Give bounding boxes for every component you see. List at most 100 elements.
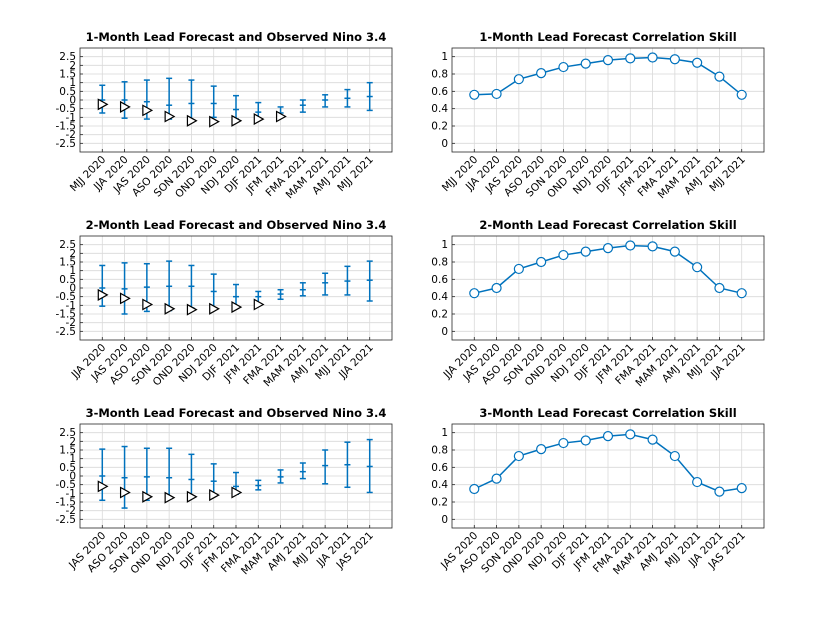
forecast-errorbar <box>99 264 106 307</box>
skill-point <box>491 88 502 100</box>
chart-panel-1: 1-Month Lead Forecast and Observed Nino … <box>56 30 393 201</box>
skill-point <box>625 240 636 251</box>
forecast-errorbar <box>366 260 373 302</box>
forecast-errorbar <box>255 479 262 491</box>
forecast-errorbar <box>344 88 351 108</box>
axes-frame <box>79 423 393 529</box>
y-tick-label: -2.5 <box>56 514 77 526</box>
skill-point <box>513 450 524 462</box>
forecast-errorbar <box>121 81 128 119</box>
skill-point <box>647 241 658 252</box>
y-tick-label: 1 <box>441 51 448 63</box>
chart-panel-5: 3-Month Lead Forecast and Observed Nino … <box>56 406 393 577</box>
forecast-errorbar <box>277 469 284 484</box>
skill-point <box>647 52 658 63</box>
y-tick-label: 0.8 <box>431 257 448 269</box>
observed-marker <box>97 98 109 111</box>
y-tick-label: 1 <box>441 427 448 439</box>
y-tick-label: 0.5 <box>59 274 76 286</box>
y-tick-label: 0.6 <box>431 86 448 98</box>
observed-marker <box>186 490 198 503</box>
chart-panel-6: 3-Month Lead Forecast Correlation Skill 0… <box>431 406 765 577</box>
forecast-errorbar <box>210 85 217 119</box>
skill-point <box>669 450 680 462</box>
skill-point <box>580 435 591 446</box>
skill-point <box>558 61 569 73</box>
skill-point <box>602 243 614 254</box>
y-tick-label: 0.5 <box>59 86 76 98</box>
observed-marker <box>186 303 198 316</box>
chart-panel-4: 2-Month Lead Forecast Correlation Skill 0… <box>431 218 765 389</box>
y-tick-label: 2.5 <box>59 51 76 63</box>
skill-point <box>692 262 703 273</box>
skill-point <box>536 444 547 455</box>
y-tick-label: -1 <box>66 488 76 500</box>
forecast-errorbar <box>277 288 284 301</box>
y-tick-label: 1 <box>441 239 448 251</box>
skill-point <box>602 55 614 66</box>
y-tick-label: 0 <box>441 326 448 338</box>
forecast-errorbar <box>299 462 306 480</box>
axes-frame <box>451 47 765 153</box>
axes-frame <box>451 423 765 529</box>
observed-marker <box>97 480 109 493</box>
y-tick-label: 0 <box>69 95 76 107</box>
forecast-errorbar <box>121 262 128 315</box>
y-tick-label: 0.4 <box>431 479 448 491</box>
y-tick-label: 0.6 <box>431 462 448 474</box>
observed-marker <box>142 490 154 503</box>
y-tick-label: -1 <box>66 300 76 312</box>
y-tick-label: 0 <box>441 138 448 150</box>
y-tick-label: 0.2 <box>431 121 448 133</box>
y-tick-label: 1 <box>69 265 76 277</box>
skill-point <box>714 486 725 497</box>
y-tick-label: -2 <box>66 317 76 329</box>
skill-point <box>669 54 680 65</box>
forecast-errorbar <box>344 265 351 296</box>
observed-marker <box>231 486 243 499</box>
observed-marker <box>253 113 265 126</box>
chart-title: 2-Month Lead Forecast and Observed Nino … <box>86 218 387 232</box>
y-tick-label: 1.5 <box>59 69 76 81</box>
skill-point <box>692 476 703 488</box>
chart-panel-3: 2-Month Lead Forecast and Observed Nino … <box>56 218 393 389</box>
skill-point <box>625 53 636 64</box>
y-tick-label: 2.5 <box>59 239 76 251</box>
observed-marker <box>164 491 176 504</box>
observed-marker <box>231 301 243 314</box>
y-tick-label: 0.8 <box>431 445 448 457</box>
skill-point <box>736 288 747 299</box>
observed-marker <box>209 489 220 502</box>
observed-marker <box>142 298 154 311</box>
observed-marker <box>142 104 154 117</box>
skill-point <box>714 71 725 82</box>
skill-point <box>625 429 636 440</box>
skill-point <box>513 263 524 275</box>
y-tick-label: 1.5 <box>59 257 76 269</box>
skill-point <box>491 282 502 294</box>
y-tick-label: 0.5 <box>59 462 76 474</box>
skill-point <box>602 431 614 442</box>
y-tick-label: 2.5 <box>59 427 76 439</box>
y-tick-label: 2 <box>69 436 76 448</box>
skill-point <box>536 256 547 268</box>
skill-point <box>580 58 591 69</box>
skill-point <box>558 437 569 449</box>
axes-frame <box>79 235 393 341</box>
skill-point <box>714 282 725 294</box>
y-tick-label: -1 <box>66 112 76 124</box>
skill-point <box>469 483 480 495</box>
skill-point <box>647 434 658 445</box>
y-tick-label: -2 <box>66 129 76 141</box>
y-tick-label: 2 <box>69 60 76 72</box>
y-tick-label: -1.5 <box>56 309 77 321</box>
skill-point <box>469 288 480 299</box>
observed-marker <box>186 114 198 127</box>
y-tick-label: 0 <box>441 514 448 526</box>
observed-marker <box>119 100 131 113</box>
forecast-errorbar <box>99 448 106 502</box>
skill-point <box>580 246 591 257</box>
forecast-errorbar <box>322 94 329 108</box>
observed-marker <box>275 110 287 123</box>
